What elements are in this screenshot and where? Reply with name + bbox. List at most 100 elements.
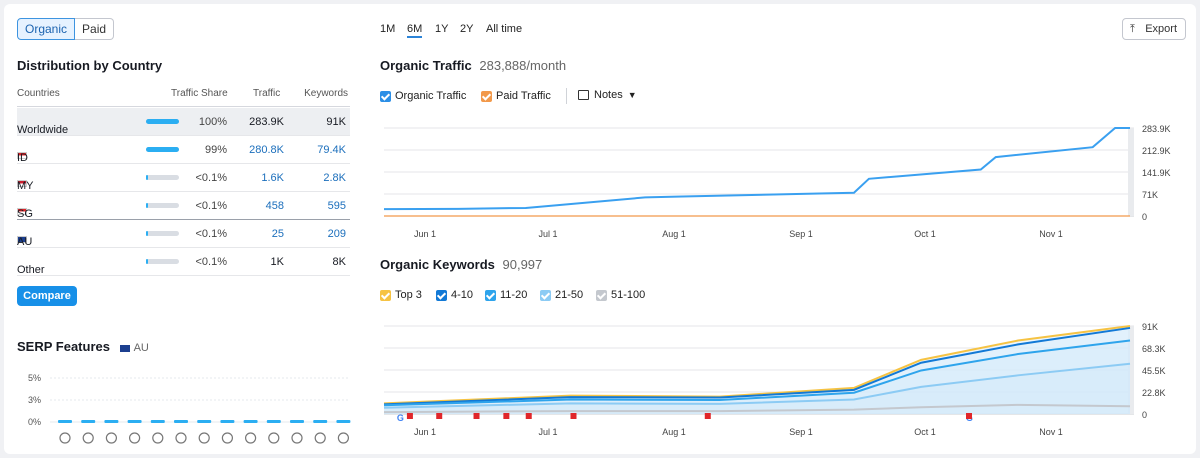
traffic-value[interactable]: 280.8K — [249, 144, 284, 156]
y-tick-label: 0 — [1142, 212, 1147, 222]
note-flag-icon[interactable] — [704, 413, 711, 419]
traffic-value[interactable]: 458 — [265, 200, 284, 212]
y-tick-label: 212.9K — [1142, 146, 1171, 156]
legend-organic-traffic[interactable]: Organic Traffic — [380, 90, 466, 102]
keywords-value[interactable]: 595 — [327, 200, 346, 212]
x-tick-label: Nov 1 — [1039, 427, 1063, 437]
organic-keywords-value: 90,997 — [502, 257, 543, 272]
col-traffic: Traffic — [253, 88, 281, 99]
x-tick-label: Sep 1 — [789, 229, 813, 239]
table-row[interactable]: MY <0.1% 1.6K 2.8K — [17, 164, 350, 192]
x-tick-label: Jun 1 — [414, 427, 436, 437]
note-flag-icon[interactable] — [436, 413, 443, 419]
serp-chart: 5% 3% 0% — [28, 373, 351, 444]
question-icon[interactable] — [337, 432, 349, 444]
keywords-value[interactable]: 209 — [327, 228, 346, 240]
serp-bar — [220, 420, 235, 423]
serp-bar — [104, 420, 119, 423]
traffic-value[interactable]: 1.6K — [261, 172, 284, 184]
serp-bar — [243, 420, 258, 423]
traffic-share-value: 100% — [198, 116, 227, 128]
traffic-share-bar — [146, 119, 179, 124]
col-traffic-share: Traffic Share — [171, 88, 228, 99]
image-icon[interactable] — [105, 432, 118, 444]
series-4-10 — [383, 326, 1131, 406]
legend-kw-21-50[interactable]: 21-50 — [540, 289, 583, 301]
legend-divider — [566, 88, 567, 104]
serp-bar — [336, 420, 351, 423]
legend-kw-4-10[interactable]: 4-10 — [436, 289, 473, 301]
legend-kw-51-100[interactable]: 51-100 — [596, 289, 645, 301]
traffic-share-bar — [146, 175, 179, 180]
x-tick-label: Oct 1 — [914, 427, 936, 437]
serp-bar — [127, 420, 142, 423]
x-tick-label: Jul 1 — [538, 229, 557, 239]
serp-bar — [174, 420, 188, 423]
keywords-value[interactable]: 2.8K — [323, 172, 346, 184]
y-tick-label: 22.8K — [1142, 388, 1166, 398]
table-row[interactable]: AU <0.1% 25 209 — [17, 220, 350, 248]
keywords-value: 8K — [332, 256, 346, 268]
checkbox-icon — [596, 289, 607, 301]
y-tick-label: 5% — [28, 373, 41, 383]
link-icon[interactable] — [152, 432, 164, 444]
y-tick-label: 68.3K — [1142, 344, 1166, 354]
organic-keywords-chart: 91K 68.3K 45.5K 22.8K 0 Jun 1 Jul 1 Aug 1 Sep 1 O… — [383, 322, 1166, 437]
traffic-share-value: <0.1% — [195, 172, 228, 184]
table-row[interactable]: SG <0.1% 458 595 — [17, 192, 350, 220]
note-flag-icon[interactable] — [525, 413, 532, 419]
carousel-icon[interactable] — [245, 432, 257, 444]
export-button[interactable]: ⤒ Export — [1122, 18, 1186, 40]
serp-bar — [266, 420, 281, 423]
note-flag-icon[interactable] — [503, 413, 510, 419]
serp-bar — [58, 420, 72, 423]
table-row[interactable]: ID 99% 280.8K 79.4K — [17, 136, 350, 164]
table-row[interactable]: Other <0.1% 1K 8K — [17, 248, 350, 276]
play-icon[interactable] — [221, 432, 233, 444]
note-flag-icon[interactable] — [570, 413, 577, 419]
compare-button[interactable]: Compare — [17, 286, 77, 306]
organic-traffic-title: Organic Traffic 283,888/month — [380, 58, 567, 73]
organic-traffic-value: 283,888/month — [479, 58, 567, 73]
y-tick-label: 283.9K — [1142, 124, 1171, 134]
legend-kw-top-3[interactable]: Top 3 — [380, 289, 422, 301]
traffic-share-value: <0.1% — [195, 200, 228, 212]
comment-icon[interactable] — [314, 432, 326, 444]
play-circle-icon[interactable] — [291, 432, 303, 444]
range-all-time[interactable]: All time — [486, 23, 523, 35]
range-6m[interactable]: 6M — [407, 23, 423, 38]
y-tick-label: 0% — [28, 417, 41, 427]
notes-dropdown[interactable]: Notes ▼ — [578, 89, 637, 101]
col-countries: Countries — [17, 88, 60, 99]
flag-icon — [17, 236, 27, 243]
range-2y[interactable]: 2Y — [460, 23, 474, 35]
image-pack-icon[interactable] — [268, 432, 280, 444]
keywords-value[interactable]: 79.4K — [317, 144, 346, 156]
note-flag-icon[interactable] — [406, 413, 413, 419]
note-flag-icon[interactable] — [473, 413, 480, 419]
star-icon[interactable] — [175, 432, 187, 444]
range-1m[interactable]: 1M — [380, 23, 396, 35]
series-21-50-area — [384, 363, 1130, 414]
traffic-share-bar — [146, 259, 179, 264]
au-flag-icon — [119, 345, 130, 352]
graduation-icon[interactable] — [59, 432, 71, 444]
google-update-icon[interactable]: G — [397, 413, 404, 423]
traffic-value[interactable]: 25 — [271, 228, 284, 240]
news-icon[interactable] — [128, 432, 141, 444]
series-4-10-area — [384, 327, 1130, 414]
traffic-value: 283.9K — [249, 116, 284, 128]
legend-kw-11-20[interactable]: 11-20 — [485, 289, 527, 301]
note-flag-icon[interactable] — [966, 413, 972, 419]
location-icon[interactable] — [82, 432, 94, 444]
y-tick-label: 71K — [1142, 190, 1158, 200]
tab-paid[interactable]: Paid — [75, 18, 115, 40]
traffic-share-value: <0.1% — [195, 256, 228, 268]
range-1y[interactable]: 1Y — [435, 23, 449, 35]
organic-traffic-chart: 283.9K 212.9K 141.9K 71K 0 Jun 1 Jul 1 Aug 1 Sep… — [383, 124, 1171, 239]
table-row[interactable]: Worldwide 100% 283.9K 91K — [17, 108, 350, 136]
legend-paid-traffic[interactable]: Paid Traffic — [481, 90, 551, 102]
tab-organic[interactable]: Organic — [17, 18, 76, 40]
checkbox-icon — [380, 289, 391, 301]
video-icon[interactable] — [198, 432, 210, 444]
